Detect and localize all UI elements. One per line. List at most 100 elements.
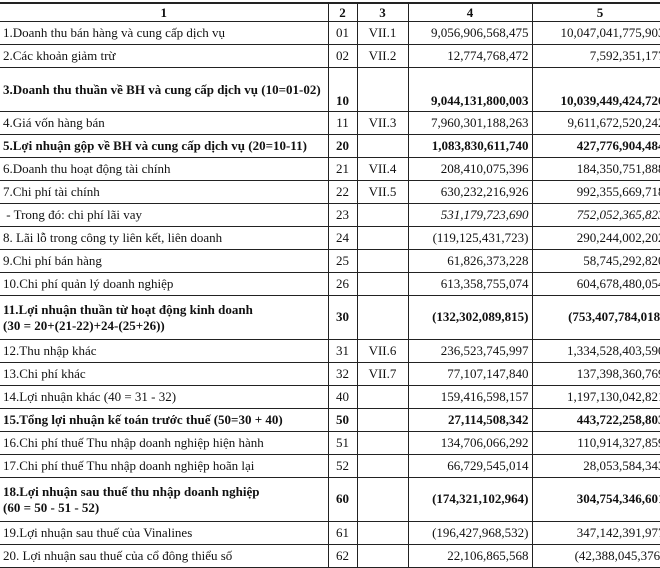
table-row: 12.Thu nhập khác 31 VII.6 236,523,745,997 1,… — [0, 339, 660, 363]
row-value-col4: 134,706,066,292 — [407, 431, 533, 455]
row-note — [356, 477, 409, 522]
row-value-col4: 66,729,545,014 — [407, 454, 533, 478]
row-code: 21 — [327, 157, 358, 181]
row-label-line-1: 11.Lợi nhuận thuần từ hoạt động kinh doa… — [3, 301, 253, 317]
row-note — [356, 295, 409, 340]
header-col-3: 3 — [356, 2, 409, 22]
row-label: 17.Chi phí thuế Thu nhập doanh nghiệp ho… — [0, 454, 329, 478]
table-row: 10.Chi phí quản lý doanh nghiệp 26 613,358… — [0, 272, 660, 296]
row-label-line-2: (30 = 20+(21-22)+24-(25+26)) — [3, 317, 165, 333]
row-label-line-1: 18.Lợi nhuận sau thuế thu nhập doanh ngh… — [3, 483, 260, 499]
table-row: 19.Lợi nhuận sau thuế của Vinalines 61 (19… — [0, 521, 660, 545]
row-note — [356, 249, 409, 273]
row-note — [356, 408, 409, 432]
row-label: 18.Lợi nhuận sau thuế thu nhập doanh ngh… — [0, 477, 329, 522]
table-row: 14.Lợi nhuận khác (40 = 31 - 32) 40 159,41… — [0, 385, 660, 409]
row-note: VII.2 — [356, 44, 409, 68]
row-note — [356, 203, 409, 227]
row-value-col4: 12,774,768,472 — [407, 44, 533, 68]
row-code: 50 — [327, 408, 358, 432]
row-code: 26 — [327, 272, 358, 296]
row-value-col4: (132,302,089,815) — [407, 295, 533, 340]
row-code: 62 — [327, 544, 358, 568]
row-value-col4: 22,106,865,568 — [407, 544, 533, 568]
row-note — [356, 272, 409, 296]
row-note: VII.6 — [356, 339, 409, 363]
table-row: - Trong đó: chi phí lãi vay 23 531,179,723… — [0, 203, 660, 227]
row-code: 25 — [327, 249, 358, 273]
row-value-col5: (42,388,045,376) — [531, 544, 660, 568]
row-label: 12.Thu nhập khác — [0, 339, 329, 363]
row-label: 19.Lợi nhuận sau thuế của Vinalines — [0, 521, 329, 545]
row-value-col4: 159,416,598,157 — [407, 385, 533, 409]
row-note: VII.5 — [356, 180, 409, 204]
row-label: 3.Doanh thu thuần về BH và cung cấp dịch… — [0, 67, 329, 112]
row-value-col5: 28,053,584,343 — [531, 454, 660, 478]
row-label: - Trong đó: chi phí lãi vay — [0, 203, 329, 227]
row-value-col4: 77,107,147,840 — [407, 362, 533, 386]
row-value-col5: 9,611,672,520,242 — [531, 111, 660, 135]
row-value-col5: 427,776,904,484 — [531, 134, 660, 158]
row-label: 7.Chi phí tài chính — [0, 180, 329, 204]
table-row: 16.Chi phí thuế Thu nhập doanh nghiệp hi… — [0, 431, 660, 455]
row-code: 22 — [327, 180, 358, 204]
row-note — [356, 226, 409, 250]
table-row: 1.Doanh thu bán hàng và cung cấp dịch vụ… — [0, 21, 660, 45]
row-value-col5: (753,407,784,018) — [531, 295, 660, 340]
row-note: VII.7 — [356, 362, 409, 386]
row-note: VII.1 — [356, 21, 409, 45]
row-value-col5: 347,142,391,977 — [531, 521, 660, 545]
row-value-col5: 10,047,041,775,903 — [531, 21, 660, 45]
table-row: 17.Chi phí thuế Thu nhập doanh nghiệp ho… — [0, 454, 660, 478]
row-note — [356, 454, 409, 478]
row-value-col4: (196,427,968,532) — [407, 521, 533, 545]
row-value-col5: 304,754,346,601 — [531, 477, 660, 522]
row-label: 20. Lợi nhuận sau thuế của cổ đông thiểu… — [0, 544, 329, 568]
row-note — [356, 431, 409, 455]
table-row: 18.Lợi nhuận sau thuế thu nhập doanh ngh… — [0, 477, 660, 522]
row-value-col5: 58,745,292,820 — [531, 249, 660, 273]
table-header-row: 1 2 3 4 5 — [0, 2, 660, 22]
row-code: 20 — [327, 134, 358, 158]
row-label: 10.Chi phí quản lý doanh nghiệp — [0, 272, 329, 296]
row-value-col4: 27,114,508,342 — [407, 408, 533, 432]
row-value-col5: 604,678,480,054 — [531, 272, 660, 296]
row-note — [356, 521, 409, 545]
table-row: 13.Chi phí khác 32 VII.7 77,107,147,840 137,… — [0, 362, 660, 386]
row-code: 60 — [327, 477, 358, 522]
row-note — [356, 385, 409, 409]
row-value-col5: 137,398,360,769 — [531, 362, 660, 386]
table-row: 6.Doanh thu hoạt động tài chính 21 VII.4 20… — [0, 157, 660, 181]
row-value-col5: 184,350,751,888 — [531, 157, 660, 181]
row-code: 24 — [327, 226, 358, 250]
row-code: 30 — [327, 295, 358, 340]
row-label: 2.Các khoản giảm trừ — [0, 44, 329, 68]
row-label: 15.Tổng lợi nhuận kế toán trước thuế (50… — [0, 408, 329, 432]
row-code: 40 — [327, 385, 358, 409]
row-note: VII.4 — [356, 157, 409, 181]
row-value-col4: 613,358,755,074 — [407, 272, 533, 296]
row-code: 52 — [327, 454, 358, 478]
row-label: 9.Chi phí bán hàng — [0, 249, 329, 273]
table-row: 20. Lợi nhuận sau thuế của cổ đông thiểu… — [0, 544, 660, 568]
row-value-col5: 443,722,258,803 — [531, 408, 660, 432]
row-label: 11.Lợi nhuận thuần từ hoạt động kinh doa… — [0, 295, 329, 340]
row-code: 32 — [327, 362, 358, 386]
row-label: 5.Lợi nhuận gộp về BH và cung cấp dịch v… — [0, 134, 329, 158]
table-row: 5.Lợi nhuận gộp về BH và cung cấp dịch v… — [0, 134, 660, 158]
row-value-col4: 630,232,216,926 — [407, 180, 533, 204]
row-label: 1.Doanh thu bán hàng và cung cấp dịch vụ — [0, 21, 329, 45]
row-note: VII.3 — [356, 111, 409, 135]
row-value-col4: (119,125,431,723) — [407, 226, 533, 250]
row-value-col5: 1,197,130,042,821 — [531, 385, 660, 409]
row-note — [356, 67, 409, 112]
row-value-col5: 110,914,327,859 — [531, 431, 660, 455]
row-value-col5: 752,052,365,823 — [531, 203, 660, 227]
row-value-col4: 9,044,131,800,003 — [407, 67, 533, 112]
row-note — [356, 544, 409, 568]
row-code: 31 — [327, 339, 358, 363]
table-row: 11.Lợi nhuận thuần từ hoạt động kinh doa… — [0, 295, 660, 340]
row-value-col4: 208,410,075,396 — [407, 157, 533, 181]
header-col-1: 1 — [0, 2, 329, 22]
